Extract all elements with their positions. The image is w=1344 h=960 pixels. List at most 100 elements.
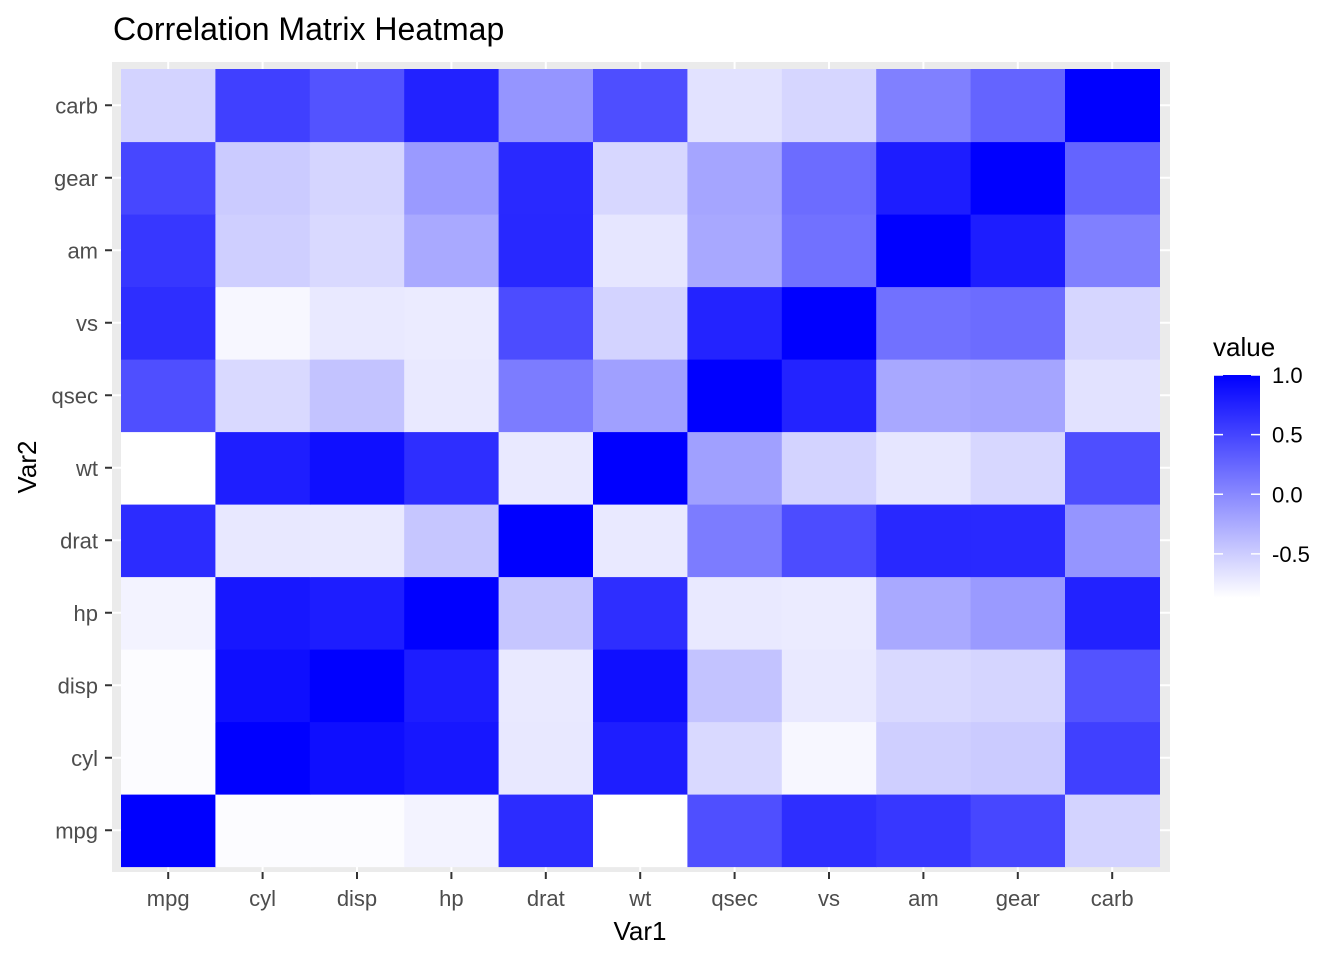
heatmap-cell-am-qsec [876,359,972,433]
heatmap-cell-carb-wt [1065,431,1160,505]
y-axis-ticks: mpg cyl disp hp drat wt qsec vs am gear carb [52,93,112,843]
heatmap-cell-qsec-qsec [687,359,783,433]
heatmap-cell-disp-hp [309,576,405,650]
heatmap-cell-wt-hp [593,576,688,650]
x-tick-label-cyl: cyl [249,886,276,911]
y-tick-label-vs: vs [76,311,98,336]
heatmap-cell-hp-wt [404,431,500,505]
x-tick-label-hp: hp [439,886,463,911]
legend-tick-label: -0.5 [1272,542,1310,567]
heatmap-cell-vs-hp [781,576,877,650]
heatmap-cell-gear-drat [970,504,1066,578]
heatmap-cell-disp-am [309,214,405,288]
heatmap-cell-vs-carb [781,69,877,143]
heatmap-cell-wt-vs [593,286,688,360]
heatmap-cell-wt-gear [593,141,688,215]
heatmap-cell-wt-am [593,214,688,288]
heatmap-cell-wt-carb [593,69,688,143]
heatmap-cell-vs-disp [781,649,877,723]
heatmap-cell-mpg-mpg [121,794,216,868]
x-tick-label-drat: drat [527,886,565,911]
heatmap-cell-mpg-carb [121,69,216,143]
heatmap-cell-gear-vs [970,286,1066,360]
heatmap-cell-drat-gear [498,141,594,215]
heatmap-cell-hp-disp [404,649,500,723]
y-tick-label-carb: carb [55,93,98,118]
legend-tick-label: 0.5 [1272,423,1303,448]
heatmap-cell-gear-mpg [970,794,1066,868]
heatmap-cell-vs-qsec [781,359,877,433]
heatmap-cell-gear-gear [970,141,1066,215]
heatmap-cell-carb-hp [1065,576,1160,650]
heatmap-cell-am-vs [876,286,972,360]
heatmap-cell-qsec-hp [687,576,783,650]
heatmap-cell-mpg-wt [121,431,216,505]
heatmap-cell-am-carb [876,69,972,143]
heatmap-cell-am-cyl [876,721,972,795]
heatmap-cell-carb-disp [1065,649,1160,723]
heatmap-cell-hp-vs [404,286,500,360]
y-tick-label-mpg: mpg [55,818,98,843]
heatmap-cell-wt-cyl [593,721,688,795]
heatmap-cell-drat-wt [498,431,594,505]
heatmap-cell-gear-cyl [970,721,1066,795]
heatmap-cell-disp-drat [309,504,405,578]
heatmap-cell-vs-mpg [781,794,877,868]
y-tick-label-cyl: cyl [71,746,98,771]
heatmap-cell-cyl-carb [215,69,311,143]
heatmap-cell-disp-gear [309,141,405,215]
heatmap-cell-gear-wt [970,431,1066,505]
heatmap-cell-am-disp [876,649,972,723]
heatmap-cell-hp-qsec [404,359,500,433]
heatmap-cell-mpg-am [121,214,216,288]
heatmap-cell-gear-hp [970,576,1066,650]
y-axis-title: Var2 [12,441,42,494]
heatmap-cell-wt-disp [593,649,688,723]
heatmap-cell-cyl-cyl [215,721,311,795]
heatmap-cell-mpg-disp [121,649,216,723]
heatmap-cell-carb-drat [1065,504,1160,578]
x-tick-label-mpg: mpg [147,886,190,911]
heatmap-cell-drat-disp [498,649,594,723]
heatmap-cell-carb-mpg [1065,794,1160,868]
y-tick-label-drat: drat [60,528,98,553]
heatmap-cell-qsec-am [687,214,783,288]
heatmap-cell-hp-drat [404,504,500,578]
heatmap-cell-qsec-disp [687,649,783,723]
heatmap-cell-cyl-qsec [215,359,311,433]
heatmap-cell-disp-disp [309,649,405,723]
heatmap-cell-am-drat [876,504,972,578]
heatmap-cell-vs-gear [781,141,877,215]
heatmap-cell-wt-mpg [593,794,688,868]
legend-title: value [1213,332,1275,362]
heatmap-cell-carb-qsec [1065,359,1160,433]
heatmap-cell-am-mpg [876,794,972,868]
heatmap-cell-qsec-vs [687,286,783,360]
heatmap-cell-qsec-drat [687,504,783,578]
x-tick-label-disp: disp [337,886,377,911]
y-tick-label-am: am [67,238,98,263]
heatmap-cell-carb-am [1065,214,1160,288]
heatmap-cell-hp-am [404,214,500,288]
x-axis-title: Var1 [614,916,667,946]
heatmap-cell-drat-carb [498,69,594,143]
heatmap-cells [121,69,1160,868]
heatmap-cell-qsec-wt [687,431,783,505]
legend-colorbar [1214,375,1260,598]
heatmap-cell-mpg-cyl [121,721,216,795]
y-tick-label-gear: gear [54,166,98,191]
heatmap-cell-disp-carb [309,69,405,143]
heatmap-cell-wt-wt [593,431,688,505]
chart-title: Correlation Matrix Heatmap [113,11,504,47]
heatmap-cell-drat-qsec [498,359,594,433]
x-tick-label-am: am [908,886,939,911]
heatmap-cell-qsec-gear [687,141,783,215]
heatmap-cell-vs-cyl [781,721,877,795]
heatmap-cell-vs-drat [781,504,877,578]
heatmap-cell-cyl-wt [215,431,311,505]
legend-ticks: 1.0 0.5 0.0 -0.5 [1214,363,1310,567]
heatmap-cell-vs-am [781,214,877,288]
heatmap-cell-gear-disp [970,649,1066,723]
heatmap-cell-wt-qsec [593,359,688,433]
x-tick-label-gear: gear [996,886,1040,911]
